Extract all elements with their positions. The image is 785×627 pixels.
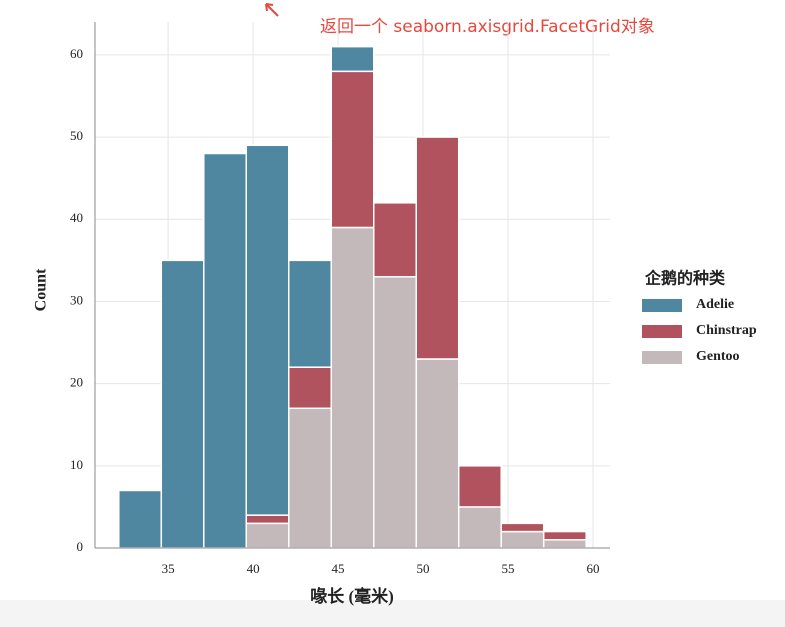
legend-label: Adelie bbox=[696, 297, 734, 312]
histogram-bar bbox=[245, 514, 290, 525]
x-tick-label: 45 bbox=[332, 561, 345, 576]
histogram-bar bbox=[288, 407, 333, 549]
histogram-bar bbox=[203, 152, 248, 549]
histogram-bar bbox=[457, 465, 502, 508]
y-tick-label: 30 bbox=[70, 292, 83, 307]
x-axis-label: 喙长 (毫米) bbox=[310, 586, 394, 606]
y-tick-label: 50 bbox=[70, 128, 83, 143]
y-tick-label: 0 bbox=[77, 539, 84, 554]
legend-swatch bbox=[642, 351, 682, 364]
legend-swatch bbox=[642, 299, 682, 312]
histogram-bar bbox=[500, 522, 545, 533]
x-tick-label: 55 bbox=[502, 561, 515, 576]
legend-label: Chinstrap bbox=[696, 323, 757, 338]
legend-label: Gentoo bbox=[696, 349, 740, 364]
histogram-bar bbox=[500, 530, 545, 549]
y-tick-label: 40 bbox=[70, 210, 83, 225]
histogram-bar bbox=[245, 144, 290, 516]
x-tick-label: 40 bbox=[247, 561, 260, 576]
x-tick-label: 50 bbox=[417, 561, 430, 576]
y-tick-label: 10 bbox=[70, 457, 83, 472]
legend-title: 企鹅的种类 bbox=[644, 269, 726, 288]
legend-swatch bbox=[642, 325, 682, 338]
histogram-bar bbox=[118, 489, 163, 549]
histogram-bar bbox=[415, 136, 460, 360]
histogram-bar bbox=[457, 506, 502, 549]
histogram-bar bbox=[372, 202, 417, 278]
y-tick-label: 60 bbox=[70, 46, 83, 61]
x-tick-label: 35 bbox=[162, 561, 175, 576]
histogram-bar bbox=[542, 530, 587, 541]
x-tick-label: 60 bbox=[587, 561, 600, 576]
annotation-arrow bbox=[265, 3, 279, 17]
annotation: 返回一个 seaborn.axisgrid.FacetGrid对象 bbox=[320, 17, 655, 37]
histogram-bar bbox=[330, 45, 375, 73]
histogram-bar bbox=[330, 70, 375, 229]
footer-band bbox=[0, 600, 785, 627]
histogram-bar bbox=[415, 358, 460, 549]
histogram-bar bbox=[372, 276, 417, 549]
histogram-bar bbox=[288, 259, 333, 368]
histogram-bar bbox=[542, 539, 587, 549]
y-axis-label: Count bbox=[33, 268, 50, 311]
y-tick-label: 20 bbox=[70, 375, 83, 390]
histogram-bar bbox=[245, 522, 290, 549]
histogram-bar bbox=[330, 226, 375, 549]
histogram-bar bbox=[288, 366, 333, 410]
histogram-bar bbox=[160, 259, 205, 549]
